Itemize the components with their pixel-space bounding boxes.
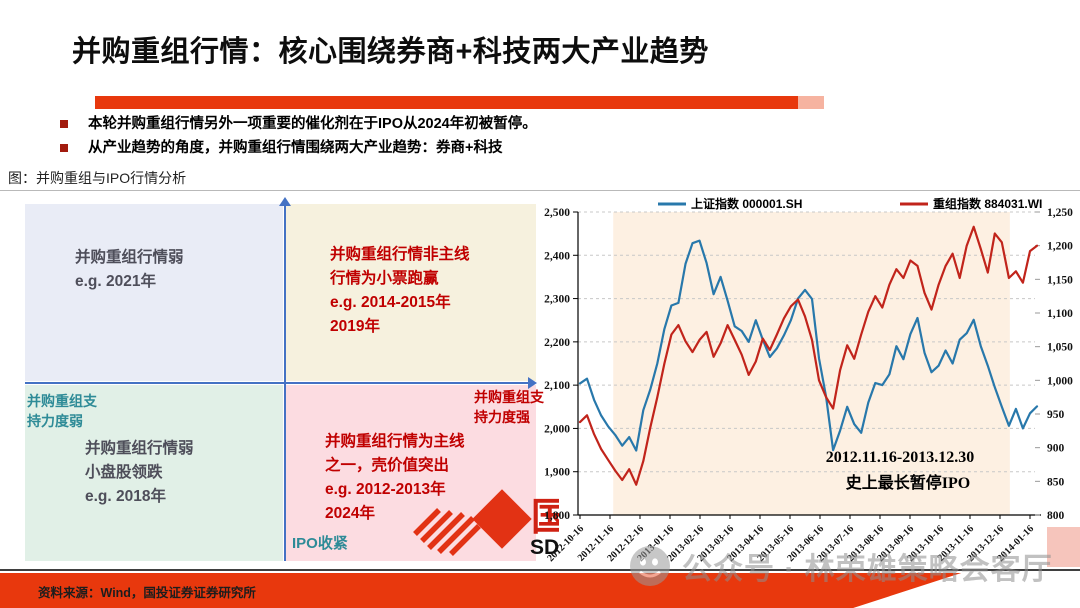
bullet-item: 从产业趋势的角度，并购重组行情围绕两大产业趋势：券商+科技 [60,139,502,157]
logo-en-char: SD [530,536,559,558]
page-title: 并购重组行情：核心围绕券商+科技两大产业趋势 [72,36,709,68]
right-axis-tick-label: 800 [1047,510,1065,522]
bullet-text: 从产业趋势的角度，并购重组行情围绕两大产业趋势：券商+科技 [88,140,503,156]
right-axis-tick-label: 1,100 [1047,308,1073,320]
title-underline-bar-tip [798,96,824,109]
bullet-text: 本轮并购重组行情另外一项重要的催化剂在于IPO从2024年初被暂停。 [88,116,537,132]
logo-cn-char: 国 [531,497,559,539]
x-axis-arrow-icon [528,377,537,389]
footer-red-band [0,573,962,608]
left-axis-tick-label: 1,800 [544,510,570,522]
bullet-square-icon [60,144,68,152]
left-axis-tick-label: 2,400 [544,250,570,262]
legend-label: 重组指数 884031.WI [933,196,1042,211]
left-axis-tick-label: 2,500 [544,207,570,219]
quadrant-top-right [286,204,536,381]
bullet-item: 本轮并购重组行情另外一项重要的催化剂在于IPO从2024年初被暂停。 [60,115,537,133]
sdic-securities-logo: 国 SD [413,486,559,558]
right-axis-tick-label: 850 [1047,476,1065,488]
left-axis-tick-label: 2,300 [544,294,570,306]
axis-label-weak-support: 并购重组支 持力度弱 [27,393,97,429]
logo-stripes-icon [413,508,481,556]
annotation-line1: 2012.11.16-2013.12.30 [826,449,974,466]
left-axis-tick-label: 1,900 [544,467,570,479]
source-note: 资料来源：Wind，国投证券证券研究所 [38,586,256,600]
right-axis-tick-label: 1,200 [1047,241,1073,253]
wechat-icon [630,546,670,586]
highlight-region [613,212,1010,515]
quadrant-bottom-left [25,385,283,561]
right-axis-tick-label: 1,000 [1047,375,1073,387]
figure-caption: 图：并购重组与IPO行情分析 [8,170,187,186]
quadrant-text-bottom-left: 并购重组行情弱 小盘股领跌 e.g. 2018年 [85,440,194,506]
right-axis-tick-label: 1,150 [1047,274,1073,286]
axis-label-strong-support: 并购重组支 持力度强 [474,389,544,425]
series-line-left [578,239,1039,452]
quadrant-text-bottom-right: 并购重组行情为主线 之一，壳价值突出 e.g. 2012-2013年 2024年 [325,433,465,523]
series-line-right [578,225,1039,486]
watermark-text: 公众号 · 林荣雄策略会客厅 [682,553,1053,586]
watermark: 公众号 · 林荣雄策略会客厅 [628,544,1053,588]
logo-diamond-icon [472,489,532,549]
right-axis-tick-label: 1,050 [1047,342,1073,354]
annotation-line2: 史上最长暂停IPO [846,473,970,492]
right-axis-tick-label: 950 [1047,409,1065,421]
quadrant-text-top-left: 并购重组行情弱 e.g. 2021年 [75,249,184,291]
ipo-line-chart: 2,500 2,400 2,300 2,200 2,100 2,000 1,900 1,800… [540,192,1080,572]
left-axis-tick-label: 2,200 [544,337,570,349]
title-underline-bar [95,96,798,109]
legend-label: 上证指数 000001.SH [691,196,802,211]
quadrant-top-left [25,204,283,381]
left-axis-tick-label: 2,100 [544,380,570,392]
right-axis-tick-label: 900 [1047,443,1065,455]
right-axis-tick-label: 1,250 [1047,207,1073,219]
footer-divider [0,569,1080,571]
quadrant-text-top-right: 并购重组行情非主线 行情为小票跑赢 e.g. 2014-2015年 2019年 [330,246,470,336]
left-axis-tick-label: 2,000 [544,423,570,435]
axis-label-ipo-tighten: IPO收紧 [292,535,348,552]
y-axis-arrow-icon [279,197,291,206]
pink-corner-decoration [1047,527,1080,567]
quadrant-x-axis [25,382,529,384]
bullet-square-icon [60,120,68,128]
header-divider [0,190,1080,191]
